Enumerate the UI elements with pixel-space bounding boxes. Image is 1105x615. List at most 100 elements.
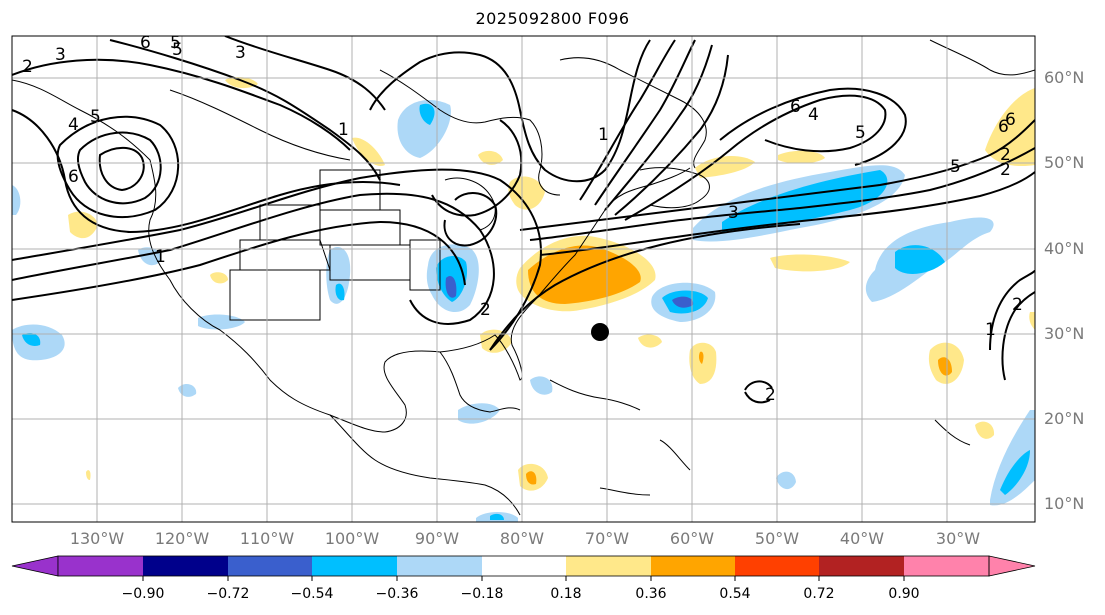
positive-patch-subtropical [689,342,717,384]
colorbar-frame [57,555,990,577]
colorbar-segment [566,556,651,576]
lat-label-60n: 60°N [1044,68,1085,87]
contour-label: 1 [155,247,166,267]
colorbar-tick-label: −0.90 [121,586,165,602]
colorbar-tick-label: −0.18 [460,586,504,602]
colorbar-tick-label: −0.36 [375,586,419,602]
contour-label: 2 [765,385,776,405]
contour-label: 1 [985,320,996,340]
negative-patch-pacific-small [178,383,197,397]
contour-label: 2 [1000,160,1011,180]
contour-label: 2 [22,57,33,77]
contour-label: 5 [172,40,183,60]
negative-patch-hudson [397,100,451,158]
colorbar [11,555,1036,581]
lat-label-50n: 50°N [1044,153,1085,172]
positive-patch-small-a [638,334,662,348]
positive-patch-gulf [508,176,545,210]
lat-label-20n: 20°N [1044,409,1085,428]
contour-label: 3 [235,43,246,63]
colorbar-segment [651,556,735,576]
colorbar-tick-label: −0.72 [206,586,250,602]
lon-label-130w: 130°W [69,529,125,548]
contour-label: 1 [598,125,609,145]
negative-patch-plains-core [335,283,345,301]
colorbar-tick-label: 0.36 [635,586,667,602]
negative-patch-south-core [490,513,504,520]
positive-patch-pacific [68,211,98,239]
positive-patch-east-atlantic-core [938,357,952,376]
contour-label: 5 [950,157,961,177]
colorbar-segment [58,556,143,576]
colorbar-over [988,555,1036,577]
contour-label: 4 [808,105,819,125]
contour-label-group: 2 3 6 5 3 4 5 6 1 1 2 6 4 5 6 5 2 3 1 2 … [22,33,1023,405]
positive-patch-canada [352,137,385,166]
contour-label: 6 [140,33,151,53]
negative-patch-hudson-core [419,103,435,125]
positive-patch-mid-atlantic [770,254,850,272]
colorbar-tick-label: −0.54 [290,586,334,602]
lat-label-40n: 40°N [1044,239,1085,258]
lon-label-80w: 80°W [499,529,545,548]
lon-label-70w: 70°W [584,529,630,548]
contour-label: 3 [55,45,66,65]
positive-patch-pacific-tiny [86,470,91,480]
lon-label-40w: 40°W [839,529,885,548]
lon-label-120w: 120°W [154,529,210,548]
lon-label-100w: 100°W [324,529,380,548]
negative-patch-far-east-core [1000,450,1030,495]
colorbar-segment [482,556,566,576]
contour-label: 5 [170,33,181,53]
lon-label-60w: 60°W [669,529,715,548]
contour-label: 4 [68,115,79,135]
positive-patch-ne-atlantic [778,150,825,164]
positive-patch-caribbean-east [975,421,995,439]
contour-lines [12,36,1035,404]
colorbar-segment [397,556,482,576]
contour-label: 5 [855,123,866,143]
colorbar-tick-label: 0.54 [719,586,751,602]
circle-marker [591,323,609,341]
colorbar-segment [312,556,397,576]
contour-label: 6 [1005,110,1016,130]
contour-label: 2 [1000,145,1011,165]
colorbar-segment [228,556,312,576]
contour-label: 6 [998,117,1009,137]
shaded-anomaly-field [12,76,1035,522]
negative-patch-plains [326,247,351,304]
colorbar-segment [735,556,819,576]
colorbar-tick-label: 0.90 [888,586,920,602]
colorbar-under [11,555,59,577]
negative-patch-subtropical-core [672,296,694,308]
positive-patch-north [225,76,258,89]
contour-label: 2 [480,300,491,320]
negative-patch-pacific-sw [138,247,161,266]
positive-patch-far-ne [985,88,1035,167]
lon-label-50w: 50°W [754,529,800,548]
colorbar-tick-label: 0.18 [550,586,582,602]
colorbar-tick-label: 0.72 [803,586,835,602]
negative-patch-south-atlantic [776,471,796,490]
lat-label-30n: 30°N [1044,324,1085,343]
coastlines [12,39,1035,516]
colorbar-segment [819,556,904,576]
lon-label-90w: 90°W [414,529,460,548]
lon-label-30w: 30°W [935,529,981,548]
positive-patch-far-east-small [1029,312,1035,330]
contour-label: 6 [68,167,79,187]
positive-patch-newfoundland [695,156,755,178]
plot-frame [11,35,1036,523]
negative-patch-far-east [990,410,1035,506]
contour-label: 3 [728,203,739,223]
lon-label-110w: 110°W [239,529,295,548]
colorbar-segment [143,556,228,576]
negative-patch-bahamas [530,376,553,395]
negative-patch-east-core [895,245,945,274]
contour-label: 1 [338,120,349,140]
positive-patch-great-lakes [478,150,503,165]
negative-patch-ohio-core [445,276,457,298]
negative-band-atlantic-core [722,170,888,232]
colorbar-segment [904,556,989,576]
